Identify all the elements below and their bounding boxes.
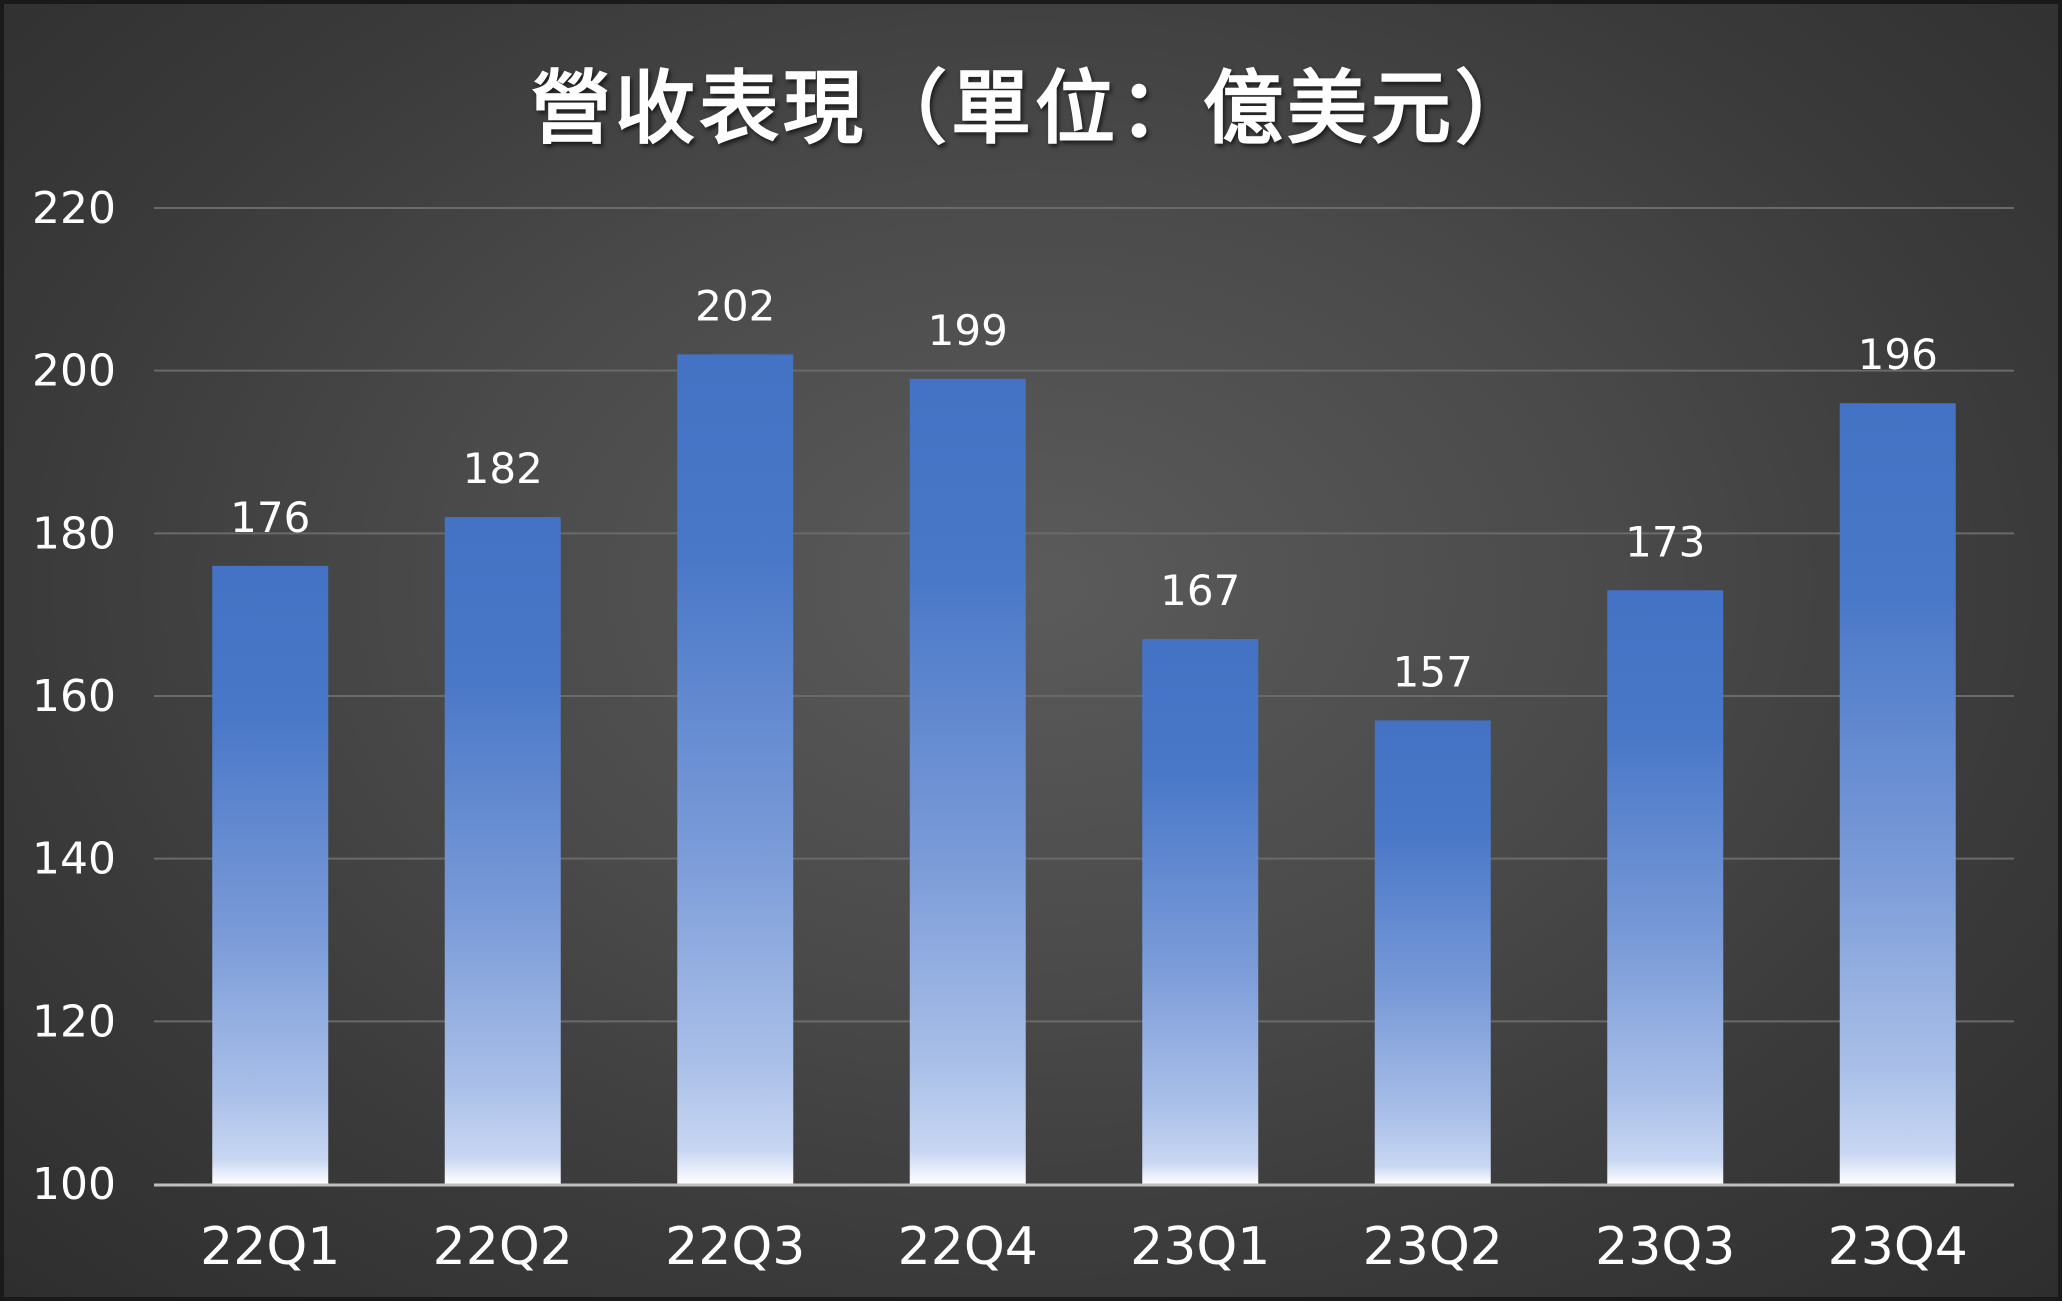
- data-label: 173: [1625, 517, 1705, 566]
- data-label: 199: [928, 306, 1008, 355]
- data-label: 196: [1858, 330, 1938, 379]
- bar-22Q2: [444, 517, 561, 1184]
- data-label: 176: [230, 493, 310, 542]
- y-tick-label: 140: [32, 834, 116, 885]
- y-tick-label: 220: [32, 183, 116, 234]
- y-tick-label: 100: [32, 1159, 116, 1210]
- bar-22Q3: [677, 354, 794, 1184]
- bar-22Q4: [909, 378, 1026, 1184]
- bars: [212, 354, 1956, 1184]
- x-tick-label: 23Q3: [1595, 1217, 1735, 1277]
- y-tick-label: 160: [32, 671, 116, 722]
- data-labels: 176 182 202 199 167 157 173 196: [230, 281, 1938, 696]
- y-tick-label: 200: [32, 346, 116, 397]
- chart-title: 營收表現（單位：億美元）: [531, 62, 1539, 155]
- data-label: 157: [1393, 647, 1473, 696]
- x-tick-label: 23Q1: [1130, 1217, 1270, 1277]
- data-label: 182: [463, 444, 543, 493]
- gridlines: [154, 207, 2014, 1023]
- bar-23Q3: [1607, 590, 1724, 1184]
- bar-22Q1: [212, 565, 329, 1184]
- bar-chart: 100 120 140 160 180 200 220 176 182 202 199 167 157…: [32, 183, 2014, 1277]
- x-tick-label: 22Q2: [433, 1217, 573, 1277]
- x-tick-label: 23Q2: [1363, 1217, 1503, 1277]
- x-axis-ticks: 22Q1 22Q2 22Q3 22Q4 23Q1 23Q2 23Q3 23Q4: [200, 1217, 1968, 1277]
- bar-23Q2: [1374, 720, 1491, 1184]
- y-axis-ticks: 100 120 140 160 180 200 220: [32, 183, 116, 1210]
- y-tick-label: 180: [32, 508, 116, 559]
- y-tick-label: 120: [32, 996, 116, 1047]
- data-label: 202: [695, 281, 775, 330]
- data-label: 167: [1160, 566, 1240, 615]
- x-tick-label: 23Q4: [1828, 1217, 1968, 1277]
- x-tick-label: 22Q1: [200, 1217, 340, 1277]
- bar-23Q1: [1142, 639, 1259, 1184]
- x-tick-label: 22Q3: [665, 1217, 805, 1277]
- x-tick-label: 22Q4: [898, 1217, 1038, 1277]
- bar-23Q4: [1839, 403, 1956, 1184]
